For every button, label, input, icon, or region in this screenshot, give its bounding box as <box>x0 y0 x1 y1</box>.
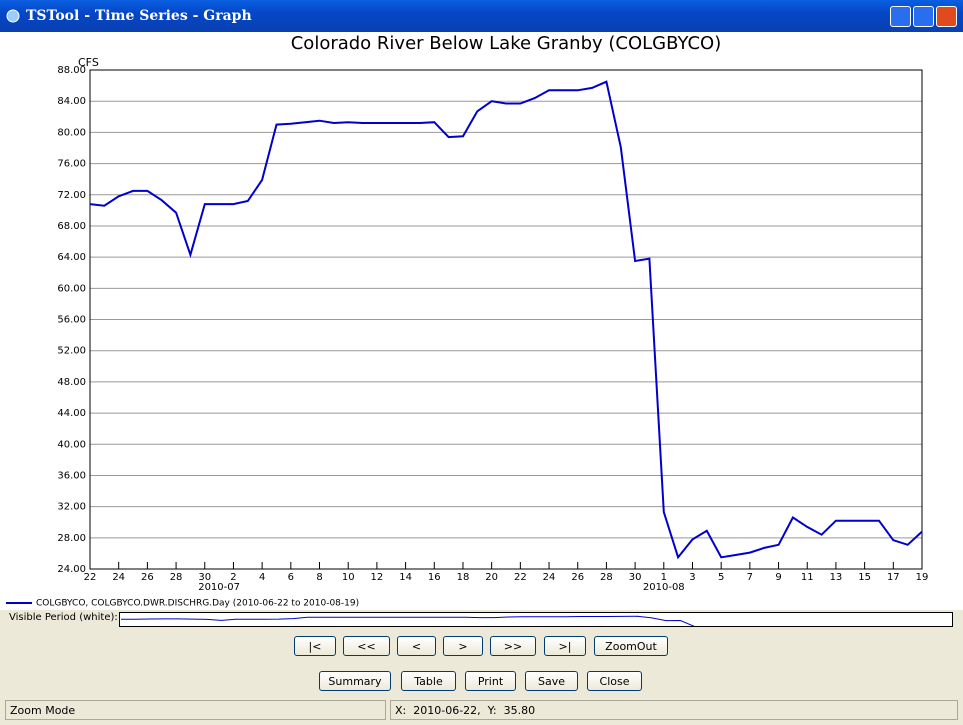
x-tick-label: 22 <box>514 572 527 583</box>
x-tick-label: 4 <box>259 572 265 583</box>
x-tick-label: 26 <box>571 572 584 583</box>
x-tick-label: 30 <box>629 572 642 583</box>
y-tick-label: 60.00 <box>57 283 86 294</box>
x-tick-label: 7 <box>747 572 753 583</box>
action-button[interactable]: Summary <box>319 671 391 691</box>
legend-label: COLGBYCO, COLGBYCO.DWR.DISCHRG.Day (2010… <box>36 599 359 609</box>
x-tick-label: 1 <box>661 572 667 583</box>
y-tick-label: 36.00 <box>57 470 86 481</box>
x-tick-label: 28 <box>600 572 613 583</box>
series-line <box>89 80 923 560</box>
y-tick-label: 72.00 <box>57 190 86 201</box>
x-tick-label: 16 <box>428 572 441 583</box>
x-tick-label: 10 <box>342 572 355 583</box>
x-tick-label: 15 <box>858 572 871 583</box>
y-tick-label: 80.00 <box>57 127 86 138</box>
window-title: TSTool - Time Series - Graph <box>26 8 252 24</box>
x-tick-label: 6 <box>288 572 294 583</box>
overview-line <box>120 615 695 626</box>
x-tick-label: 13 <box>830 572 843 583</box>
visible-period-label: Visible Period (white): <box>9 612 118 623</box>
x-tick-label: 5 <box>718 572 724 583</box>
x-tick-label: 19 <box>916 572 929 583</box>
nav-button[interactable]: >| <box>544 636 586 656</box>
plot-frame <box>89 69 923 570</box>
x-tick-label: 24 <box>112 572 125 583</box>
nav-button[interactable]: >> <box>490 636 536 656</box>
x-tick-label: 28 <box>170 572 183 583</box>
nav-button[interactable]: << <box>343 636 390 656</box>
x-tick-label: 3 <box>689 572 695 583</box>
y-tick-label: 88.00 <box>57 65 86 76</box>
graph-panel <box>0 32 963 610</box>
x-tick-label: 2 <box>230 572 236 583</box>
action-button[interactable]: Save <box>525 671 578 691</box>
x-tick-label: 12 <box>371 572 384 583</box>
action-button[interactable]: Print <box>465 671 516 691</box>
chart-title: Colorado River Below Lake Granby (COLGBY… <box>291 33 722 54</box>
nav-button[interactable]: |< <box>294 636 336 656</box>
x-tick-label: 18 <box>457 572 470 583</box>
y-tick-label: 48.00 <box>57 377 86 388</box>
y-tick-label: 64.00 <box>57 252 86 263</box>
y-tick-label: 84.00 <box>57 96 86 107</box>
x-tick-label: 8 <box>316 572 322 583</box>
y-axis-label: CFS <box>78 56 99 69</box>
overview-strip[interactable] <box>119 612 953 627</box>
x-tick-label: 26 <box>141 572 154 583</box>
close-window-button[interactable] <box>936 6 957 27</box>
x-tick-label: 20 <box>485 572 498 583</box>
x-group-label: 2010-08 <box>643 582 685 593</box>
y-tick-label: 56.00 <box>57 315 86 326</box>
y-tick-label: 52.00 <box>57 346 86 357</box>
maximize-button[interactable] <box>913 6 934 27</box>
chart: Colorado River Below Lake Granby (COLGBY… <box>0 32 963 610</box>
title-bar: TSTool - Time Series - Graph <box>0 0 963 32</box>
x-tick-label: 17 <box>887 572 900 583</box>
app-icon <box>6 9 20 23</box>
status-position: X: 2010-06-22, Y: 35.80 <box>390 700 958 720</box>
x-tick-label: 30 <box>198 572 211 583</box>
y-tick-label: 40.00 <box>57 439 86 450</box>
status-mode: Zoom Mode <box>5 700 386 720</box>
y-tick-label: 76.00 <box>57 159 86 170</box>
y-tick-label: 44.00 <box>57 408 86 419</box>
nav-button[interactable]: < <box>397 636 436 656</box>
x-tick-label: 22 <box>84 572 97 583</box>
y-tick-label: 28.00 <box>57 533 86 544</box>
x-tick-label: 24 <box>543 572 556 583</box>
x-tick-label: 9 <box>775 572 781 583</box>
x-tick-label: 11 <box>801 572 814 583</box>
y-tick-label: 24.00 <box>57 564 86 575</box>
minimize-button[interactable] <box>890 6 911 27</box>
action-button[interactable]: Table <box>401 671 456 691</box>
action-button[interactable]: Close <box>587 671 642 691</box>
nav-button[interactable]: > <box>443 636 483 656</box>
x-tick-label: 14 <box>399 572 412 583</box>
x-group-label: 2010-07 <box>198 582 240 593</box>
y-tick-label: 68.00 <box>57 221 86 232</box>
nav-button[interactable]: ZoomOut <box>594 636 668 656</box>
y-tick-label: 32.00 <box>57 502 86 513</box>
